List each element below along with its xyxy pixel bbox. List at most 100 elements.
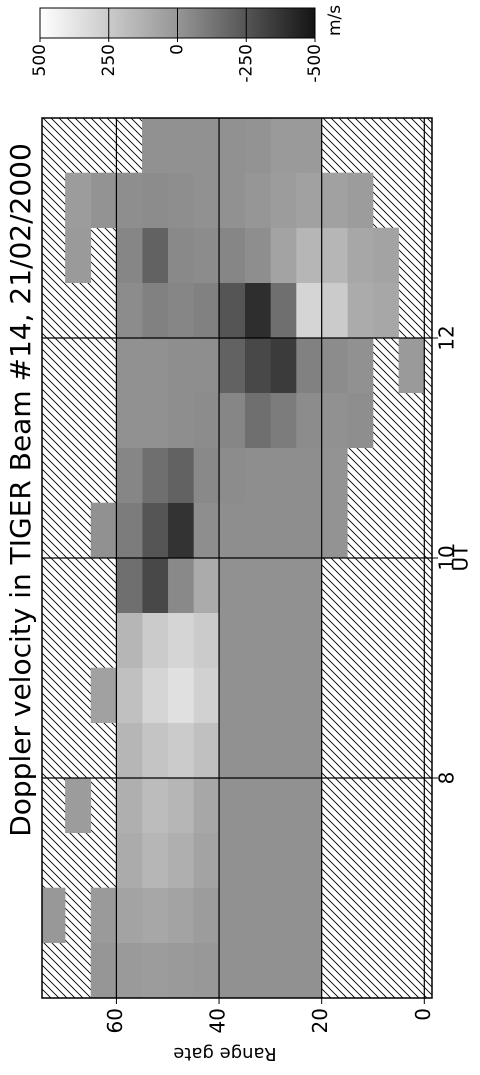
cell bbox=[219, 118, 245, 173]
cell bbox=[142, 282, 169, 338]
cell bbox=[90, 172, 117, 228]
cell bbox=[270, 667, 297, 723]
cell bbox=[270, 612, 297, 668]
cell bbox=[142, 777, 169, 833]
cell bbox=[193, 942, 220, 998]
x-axis-label: UT bbox=[449, 544, 473, 572]
cell bbox=[219, 612, 245, 668]
chart-title: Doppler velocity in TIGER Beam #14, 21/0… bbox=[4, 143, 37, 837]
cell bbox=[167, 282, 194, 338]
cell bbox=[244, 118, 271, 173]
cell bbox=[167, 722, 194, 778]
colorbar-tick-label: 0 bbox=[168, 44, 188, 55]
cell bbox=[270, 942, 297, 998]
cell bbox=[193, 667, 220, 723]
colorbar-tick-label: 250 bbox=[99, 44, 119, 76]
cell bbox=[65, 777, 92, 833]
cell bbox=[116, 227, 143, 283]
cell bbox=[296, 667, 322, 723]
cell bbox=[270, 447, 297, 503]
cell bbox=[296, 392, 322, 448]
cell bbox=[219, 282, 245, 338]
cell bbox=[296, 172, 322, 228]
cell bbox=[65, 227, 92, 283]
cell bbox=[270, 282, 297, 338]
cell bbox=[244, 942, 271, 998]
cell bbox=[116, 722, 143, 778]
colorbar-tick-label: -250 bbox=[236, 44, 256, 83]
cell bbox=[296, 118, 322, 173]
x-tick-label: 10 bbox=[435, 545, 459, 570]
cell bbox=[42, 887, 66, 943]
cell bbox=[270, 172, 297, 228]
cell bbox=[244, 447, 271, 503]
cell bbox=[244, 777, 271, 833]
cell bbox=[219, 557, 245, 613]
cell bbox=[244, 557, 271, 613]
y-tick-label: 0 bbox=[411, 1008, 435, 1021]
colorbar-tick-label: 500 bbox=[30, 44, 50, 76]
cell bbox=[347, 227, 374, 283]
cell bbox=[398, 337, 425, 393]
cell bbox=[244, 172, 271, 228]
cell bbox=[219, 667, 245, 723]
cell bbox=[167, 942, 194, 998]
cell bbox=[142, 557, 169, 613]
cell bbox=[116, 887, 143, 943]
cell bbox=[116, 392, 143, 448]
cell bbox=[270, 887, 297, 943]
cell bbox=[321, 282, 348, 338]
cell bbox=[296, 227, 322, 283]
cell bbox=[65, 172, 92, 228]
cell bbox=[142, 447, 169, 503]
cell bbox=[219, 832, 245, 888]
cell bbox=[270, 722, 297, 778]
cell bbox=[167, 502, 194, 558]
cell bbox=[296, 722, 322, 778]
cell bbox=[116, 832, 143, 888]
cell bbox=[193, 612, 220, 668]
cell bbox=[321, 227, 348, 283]
cell bbox=[167, 447, 194, 503]
cell bbox=[219, 447, 245, 503]
cell bbox=[116, 172, 143, 228]
cell bbox=[90, 502, 117, 558]
cell bbox=[219, 777, 245, 833]
cell bbox=[321, 172, 348, 228]
cell bbox=[193, 392, 220, 448]
cell bbox=[244, 337, 271, 393]
cell bbox=[372, 227, 399, 283]
cell bbox=[347, 172, 374, 228]
cell bbox=[270, 557, 297, 613]
rotated-figure: Doppler velocity in TIGER Beam #14, 21/0… bbox=[4, 5, 473, 1064]
cell bbox=[296, 282, 322, 338]
cell bbox=[167, 227, 194, 283]
cell bbox=[193, 722, 220, 778]
cell bbox=[167, 612, 194, 668]
cell bbox=[116, 942, 143, 998]
cell bbox=[167, 557, 194, 613]
cell bbox=[244, 887, 271, 943]
cell bbox=[321, 447, 348, 503]
cell bbox=[244, 227, 271, 283]
cell bbox=[270, 337, 297, 393]
cell bbox=[90, 887, 117, 943]
cell bbox=[296, 502, 322, 558]
cell bbox=[321, 502, 348, 558]
y-axis-label: Range gate bbox=[173, 1043, 276, 1064]
cell bbox=[296, 777, 322, 833]
cell bbox=[167, 832, 194, 888]
cell bbox=[347, 392, 374, 448]
cell bbox=[244, 392, 271, 448]
cells bbox=[42, 118, 425, 998]
cell bbox=[193, 337, 220, 393]
cell bbox=[116, 447, 143, 503]
cell bbox=[142, 337, 169, 393]
cell bbox=[116, 502, 143, 558]
cell bbox=[296, 832, 322, 888]
cell bbox=[296, 447, 322, 503]
cell bbox=[193, 447, 220, 503]
cell bbox=[193, 832, 220, 888]
cell bbox=[90, 667, 117, 723]
